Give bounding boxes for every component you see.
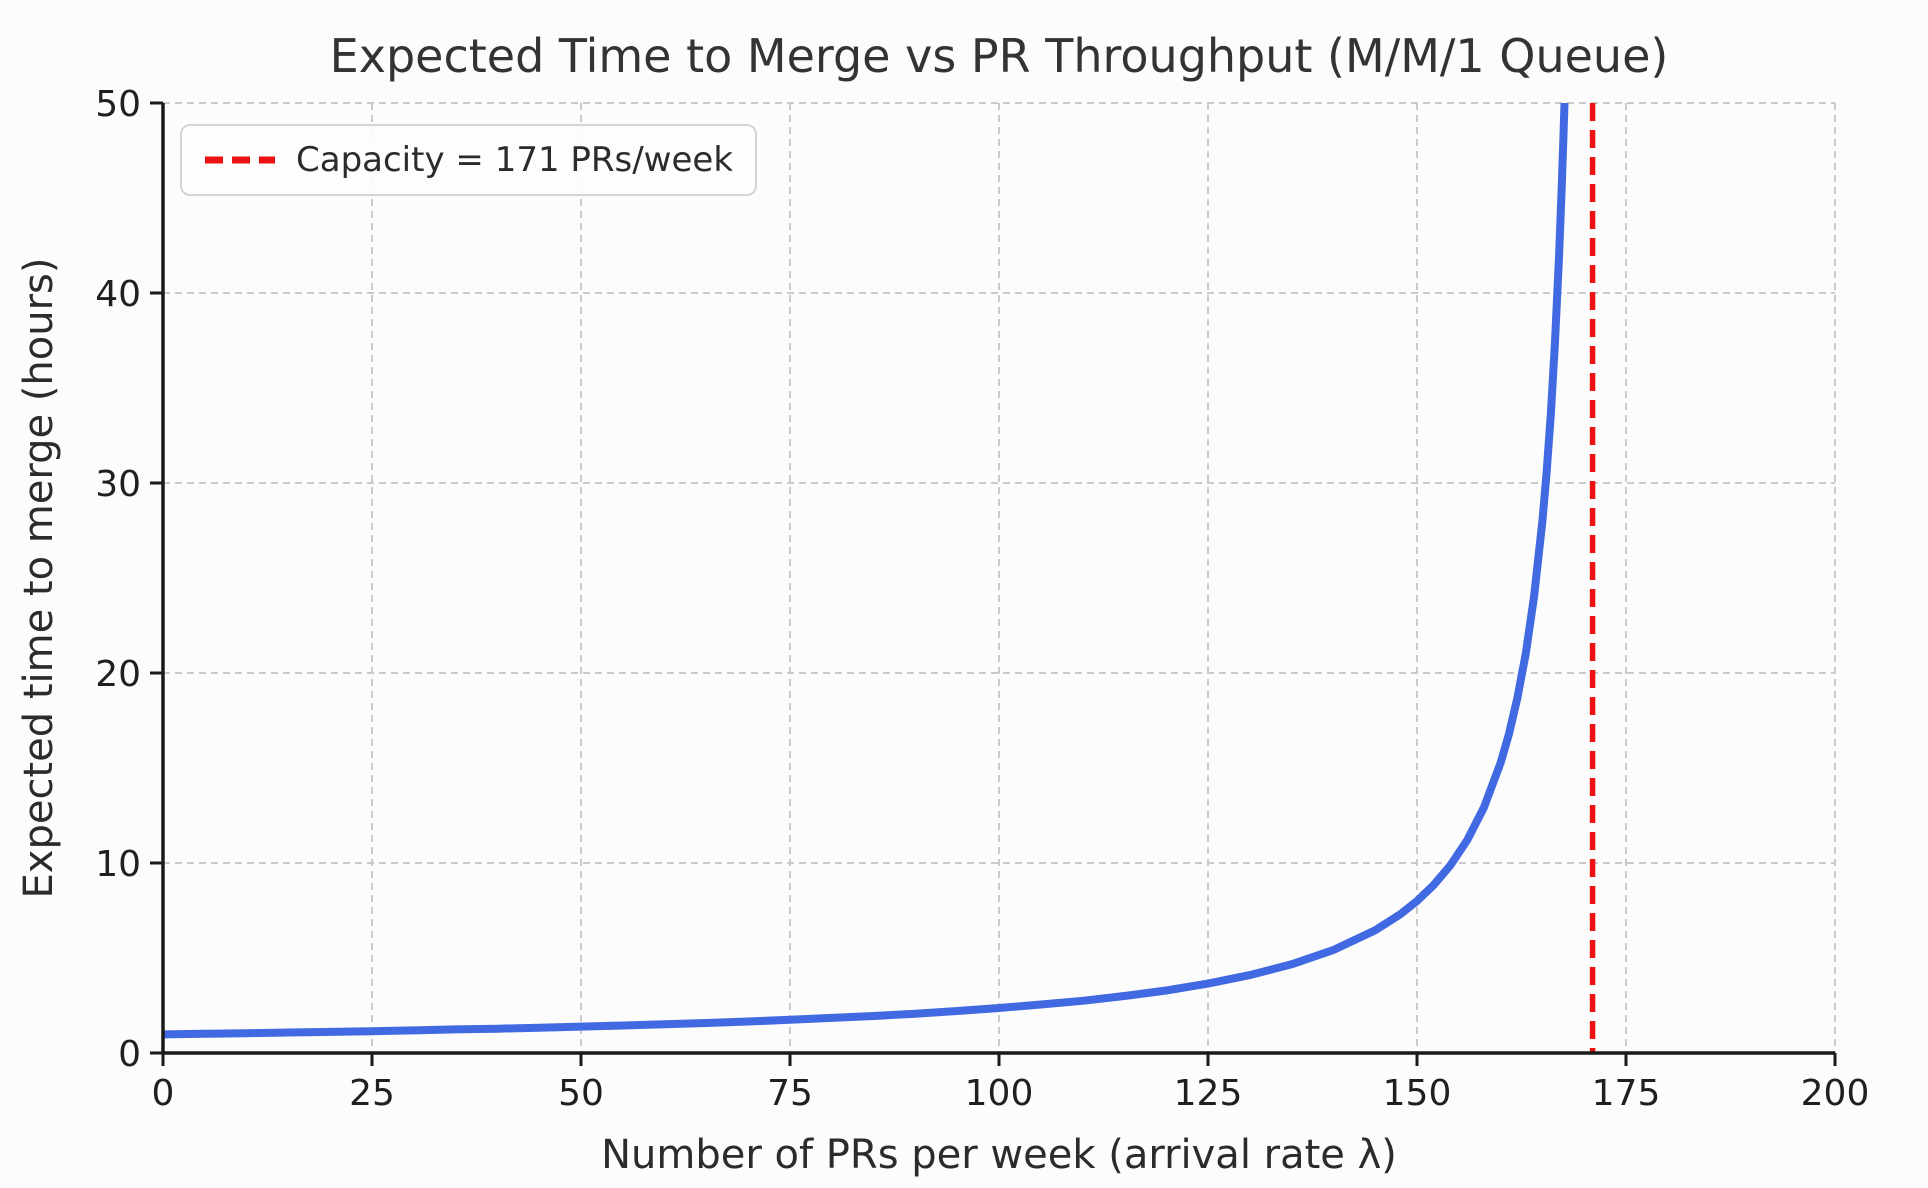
x-tick-label: 0: [152, 1073, 175, 1114]
y-tick-label: 0: [118, 1034, 141, 1075]
y-tick-label: 30: [95, 464, 141, 505]
x-tick-labels: 0 25 50 75 100 125 150 175 200: [152, 1073, 1870, 1114]
y-tick-label: 50: [95, 84, 141, 125]
y-axis-label: Expected time to merge (hours): [16, 258, 62, 899]
x-tick-label: 50: [558, 1073, 604, 1114]
x-tick-label: 125: [1174, 1073, 1243, 1114]
x-tick-label: 150: [1383, 1073, 1452, 1114]
x-tick-label: 100: [965, 1073, 1034, 1114]
x-tick-label: 200: [1801, 1073, 1870, 1114]
chart-title: Expected Time to Merge vs PR Throughput …: [330, 29, 1669, 83]
merge-time-curve: [163, 103, 1569, 1039]
x-tick-label: 175: [1592, 1073, 1661, 1114]
y-tick-label: 10: [95, 844, 141, 885]
legend-label: Capacity = 171 PRs/week: [296, 140, 734, 180]
legend: Capacity = 171 PRs/week: [180, 124, 758, 196]
gridlines: [162, 102, 1836, 1054]
y-tick-label: 20: [95, 654, 141, 695]
y-tick-labels: 0 10 20 30 40 50: [95, 84, 141, 1075]
x-tick-label: 75: [767, 1073, 813, 1114]
y-tick-label: 40: [95, 274, 141, 315]
capacity-dash-icon: [205, 156, 275, 164]
x-axis-label: Number of PRs per week (arrival rate λ): [601, 1132, 1397, 1178]
tick-marks: [150, 101, 1837, 1066]
x-tick-label: 25: [349, 1073, 395, 1114]
